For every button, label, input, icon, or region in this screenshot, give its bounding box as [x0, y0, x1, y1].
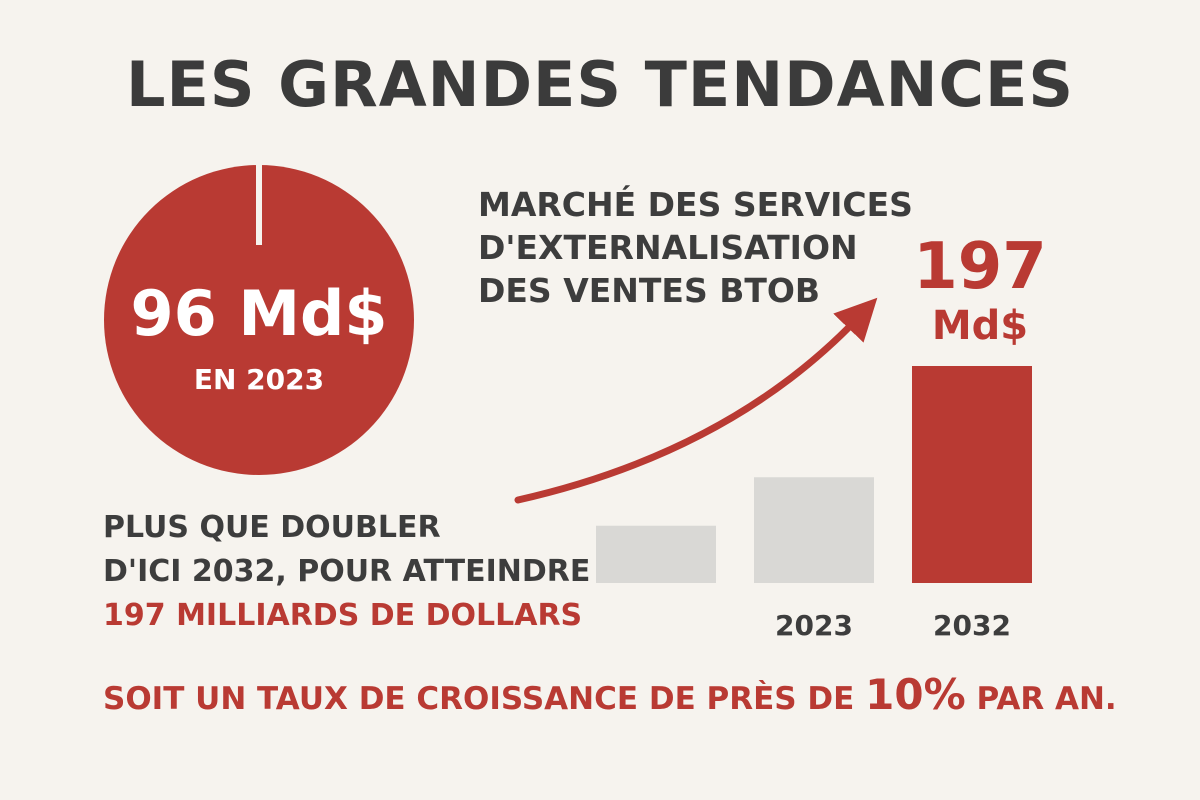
market-label-line-3: DES VENTES BTOB	[478, 271, 821, 310]
growth-rate-percent: 10%	[865, 670, 966, 719]
market-2023-circle: 96 Md$ EN 2023	[104, 165, 414, 475]
growth-description: PLUS QUE DOUBLER D'ICI 2032, POUR ATTEIN…	[103, 506, 590, 638]
market-label-line-1: MARCHÉ DES SERVICES	[478, 185, 913, 224]
trend-arrow	[514, 297, 878, 504]
bar-2023	[754, 477, 874, 583]
highlight-value: 197 Md$	[905, 232, 1055, 350]
circle-tick-mark	[256, 165, 262, 245]
page-title: LES GRANDES TENDANCES	[125, 48, 1075, 121]
circle-value: 96 Md$	[130, 277, 388, 350]
growth-rate-suffix: PAR AN.	[965, 681, 1117, 717]
bar-2032	[912, 366, 1032, 583]
highlight-number: 197	[913, 230, 1047, 304]
growth-line-2: D'ICI 2032, POUR ATTEINDRE	[103, 554, 591, 589]
growth-line-3: 197 MILLIARDS DE DOLLARS	[103, 598, 583, 633]
market-label-line-2: D'EXTERNALISATION	[478, 228, 858, 267]
circle-sublabel: EN 2023	[193, 363, 325, 396]
growth-rate-prefix: SOIT UN TAUX DE CROISSANCE DE PRÈS DE	[103, 681, 866, 717]
market-label: MARCHÉ DES SERVICES D'EXTERNALISATION DE…	[478, 183, 913, 312]
highlight-unit: Md$	[931, 303, 1029, 349]
x-tick-label-2032: 2032	[933, 609, 1011, 642]
growth-line-1: PLUS QUE DOUBLER	[103, 510, 441, 545]
bar-unlabeled	[596, 525, 716, 583]
x-tick-label-2023: 2023	[775, 609, 853, 642]
growth-rate-statement: SOIT UN TAUX DE CROISSANCE DE PRÈS DE 10…	[103, 670, 1117, 719]
